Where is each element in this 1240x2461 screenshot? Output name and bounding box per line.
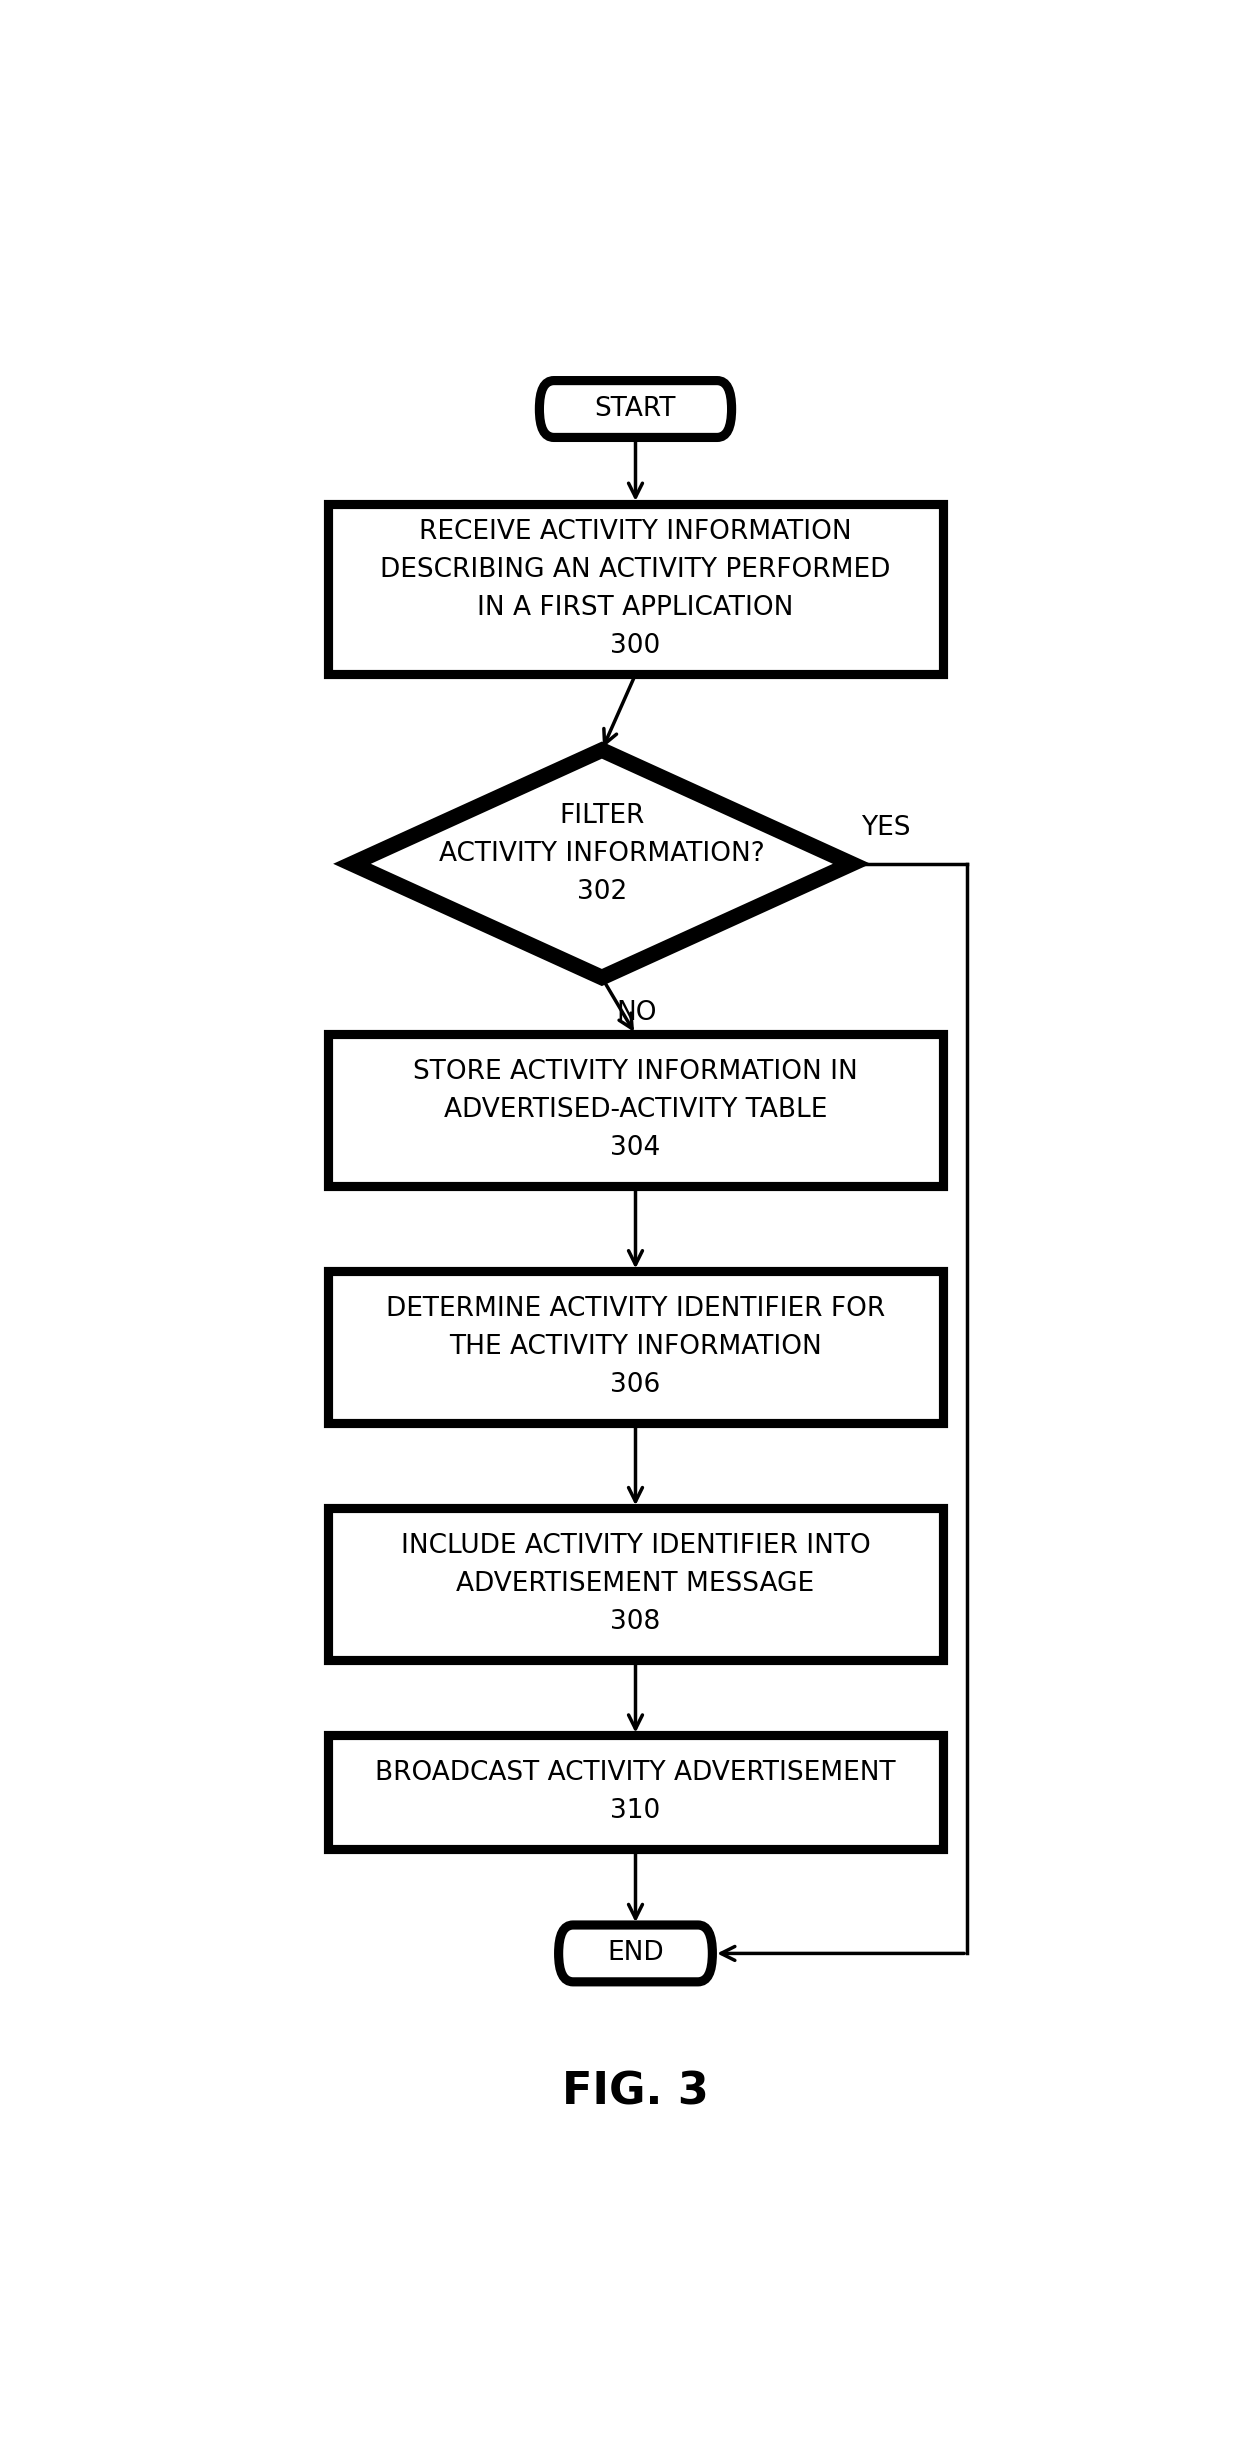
Text: END: END <box>608 1939 663 1966</box>
Polygon shape <box>352 751 852 977</box>
Text: NO: NO <box>616 999 657 1026</box>
Text: FIG. 3: FIG. 3 <box>562 2070 709 2114</box>
Text: INCLUDE ACTIVITY IDENTIFIER INTO
ADVERTISEMENT MESSAGE
308: INCLUDE ACTIVITY IDENTIFIER INTO ADVERTI… <box>401 1533 870 1634</box>
Text: YES: YES <box>862 815 911 842</box>
FancyBboxPatch shape <box>327 505 944 674</box>
Text: RECEIVE ACTIVITY INFORMATION
DESCRIBING AN ACTIVITY PERFORMED
IN A FIRST APPLICA: RECEIVE ACTIVITY INFORMATION DESCRIBING … <box>381 519 890 660</box>
FancyBboxPatch shape <box>558 1925 712 1981</box>
FancyBboxPatch shape <box>327 1034 944 1186</box>
Text: START: START <box>595 396 676 421</box>
Text: FILTER
ACTIVITY INFORMATION?
302: FILTER ACTIVITY INFORMATION? 302 <box>439 802 765 906</box>
FancyBboxPatch shape <box>327 1272 944 1422</box>
Text: STORE ACTIVITY INFORMATION IN
ADVERTISED-ACTIVITY TABLE
304: STORE ACTIVITY INFORMATION IN ADVERTISED… <box>413 1058 858 1162</box>
FancyBboxPatch shape <box>327 1735 944 1848</box>
FancyBboxPatch shape <box>327 1509 944 1659</box>
Text: DETERMINE ACTIVITY IDENTIFIER FOR
THE ACTIVITY INFORMATION
306: DETERMINE ACTIVITY IDENTIFIER FOR THE AC… <box>386 1297 885 1398</box>
FancyBboxPatch shape <box>539 381 732 438</box>
Text: BROADCAST ACTIVITY ADVERTISEMENT
310: BROADCAST ACTIVITY ADVERTISEMENT 310 <box>376 1760 895 1824</box>
